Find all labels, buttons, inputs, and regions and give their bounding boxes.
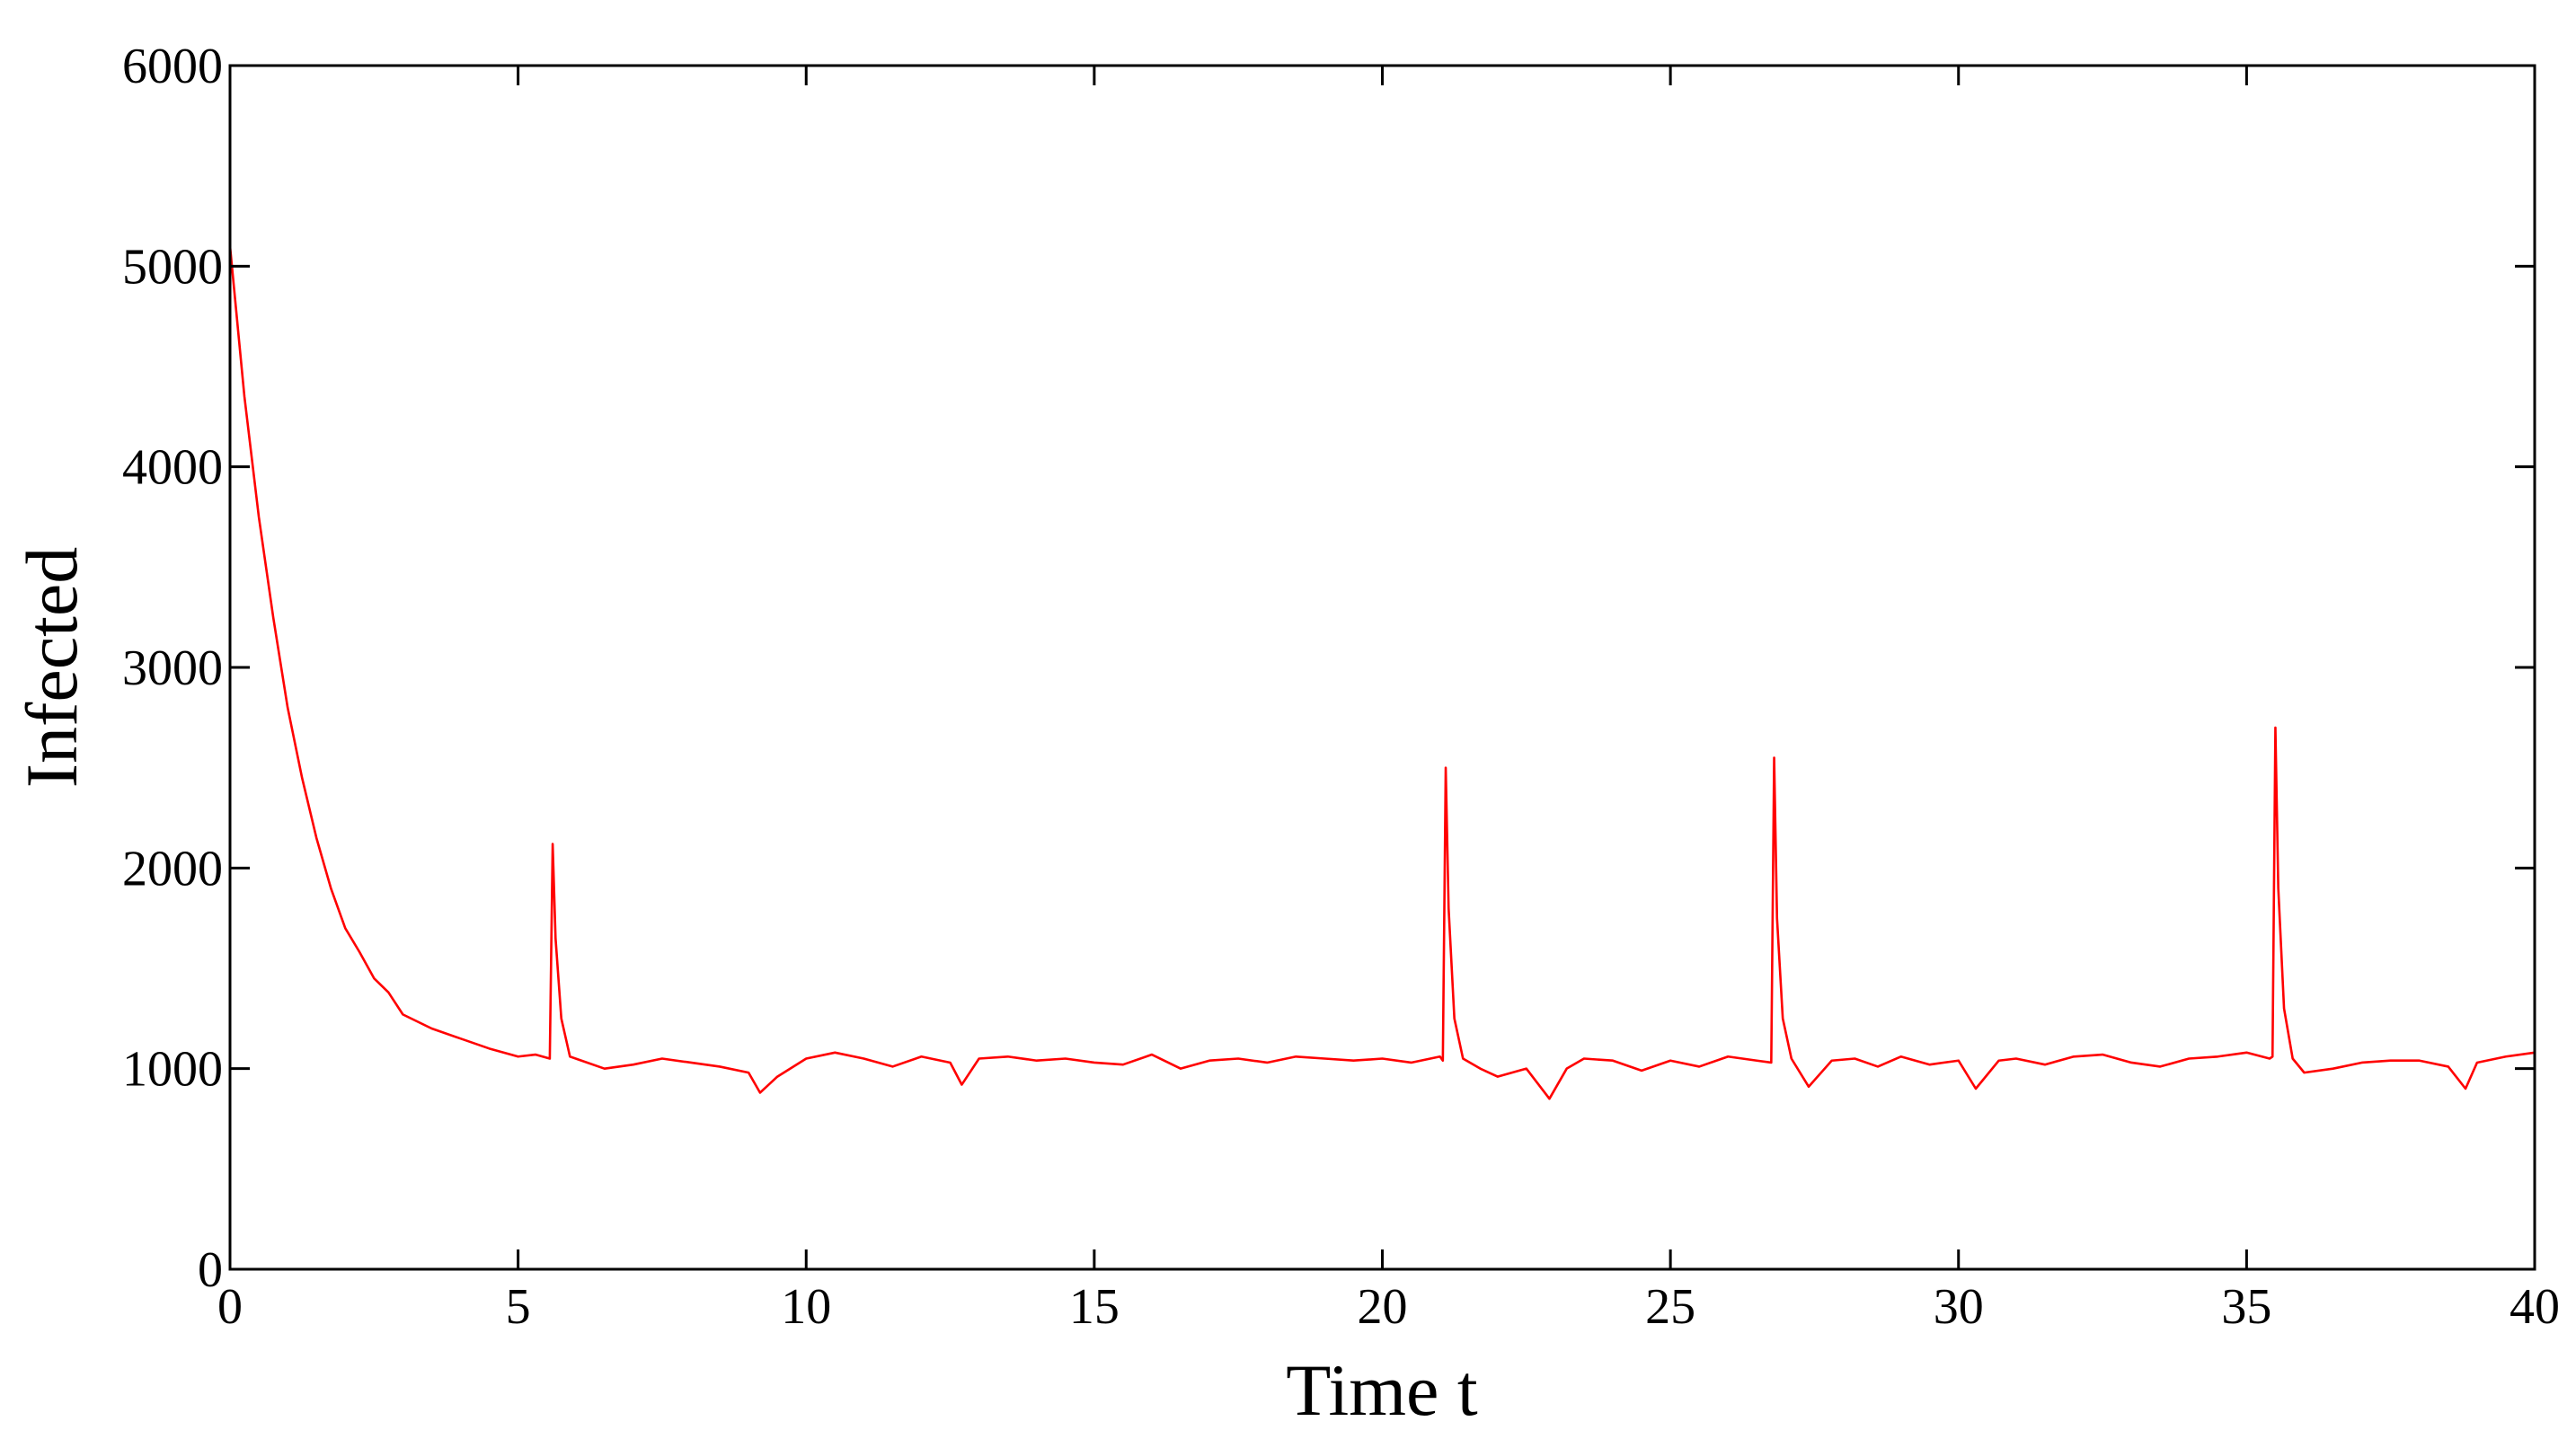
y-tick-label: 0	[198, 1242, 223, 1298]
data-line	[228, 245, 2536, 1100]
x-tick-label: 25	[1645, 1279, 1695, 1335]
plot-frame	[228, 64, 2536, 1271]
y-tick-label: 6000	[122, 39, 223, 94]
x-axis-title: Time t	[1286, 1349, 1478, 1431]
x-tick-label: 15	[1069, 1279, 1120, 1335]
x-tick-label: 10	[781, 1279, 831, 1335]
x-tick-label: 40	[2510, 1279, 2560, 1335]
y-tick-label: 4000	[122, 440, 223, 496]
y-tick-label: 3000	[122, 640, 223, 696]
x-tick-label: 0	[217, 1279, 243, 1335]
y-tick-label: 1000	[122, 1042, 223, 1098]
x-tick-label: 20	[1358, 1279, 1408, 1335]
y-axis-title: Infected	[11, 547, 93, 789]
y-tick-label: 5000	[122, 239, 223, 295]
x-tick-label: 30	[1934, 1279, 1984, 1335]
x-tick-label: 5	[506, 1279, 531, 1335]
y-tick-label: 2000	[122, 841, 223, 896]
x-tick-label: 35	[2221, 1279, 2271, 1335]
